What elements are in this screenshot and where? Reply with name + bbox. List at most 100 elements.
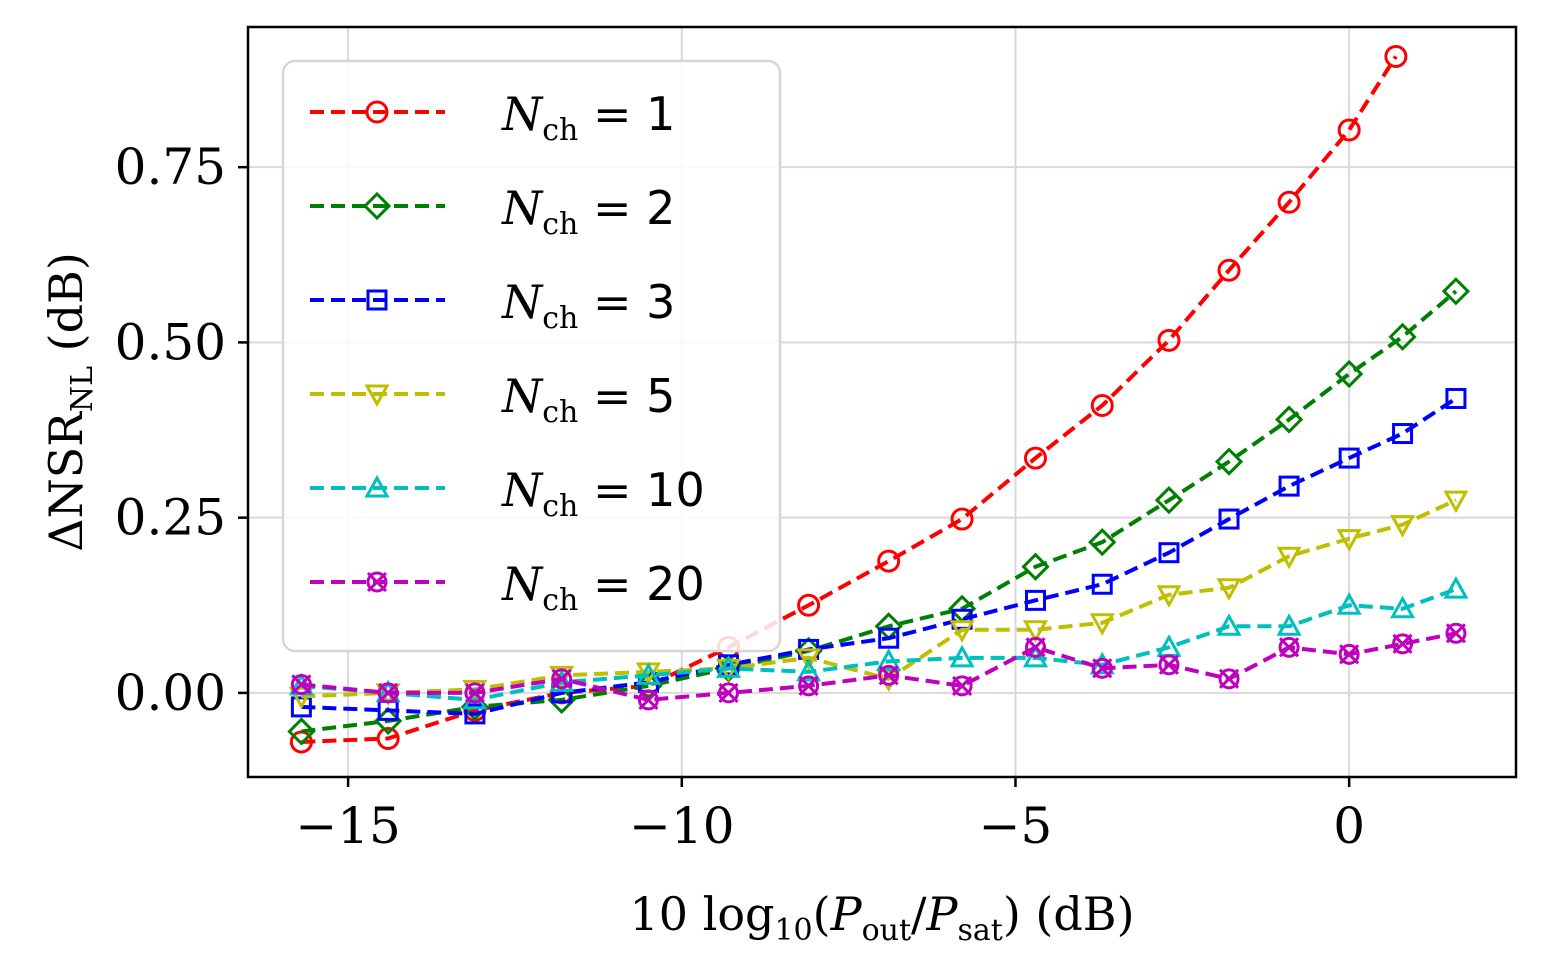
data-point xyxy=(1388,322,1417,351)
data-point xyxy=(1024,589,1046,611)
data-point xyxy=(1022,620,1049,643)
series-line xyxy=(301,631,1457,702)
x-tick-label: −15 xyxy=(295,797,401,855)
series-5 xyxy=(290,622,1467,711)
legend-entry: Nch = 3 xyxy=(310,275,675,336)
legend-marker xyxy=(366,571,388,593)
data-point xyxy=(1216,613,1242,636)
data-point xyxy=(1337,118,1361,142)
series-line xyxy=(301,498,1457,699)
data-point xyxy=(949,620,975,643)
data-point xyxy=(950,507,974,531)
legend-entry: Nch = 2 xyxy=(310,181,675,242)
legend-entry: Nch = 20 xyxy=(310,557,705,618)
data-point xyxy=(1389,595,1416,619)
data-point xyxy=(1158,542,1180,564)
series-line xyxy=(301,396,1458,716)
data-point xyxy=(1088,528,1117,557)
series-line xyxy=(301,587,1457,702)
data-point xyxy=(287,717,316,746)
data-point xyxy=(1091,657,1113,679)
legend-value: 5 xyxy=(646,369,675,423)
x-axis: −15 −10 −5 0 xyxy=(295,777,1365,855)
data-point xyxy=(796,658,822,682)
data-point xyxy=(1277,190,1301,214)
data-point xyxy=(635,662,661,685)
data-point xyxy=(1024,636,1046,658)
data-point xyxy=(549,665,575,689)
legend-value: 2 xyxy=(646,181,675,235)
data-point xyxy=(1157,328,1181,352)
legend-label: Nch = 3 xyxy=(501,275,675,336)
data-point xyxy=(1158,654,1180,676)
y-tick-label: 0.50 xyxy=(115,313,226,371)
data-point xyxy=(1022,644,1049,668)
data-point xyxy=(715,655,742,678)
data-point xyxy=(1441,277,1471,306)
legend-marker xyxy=(364,384,390,408)
series-layer xyxy=(287,44,1471,754)
data-point xyxy=(1389,515,1416,538)
data-point xyxy=(1156,585,1182,608)
legend-marker xyxy=(362,191,392,221)
legend-label: Nch = 2 xyxy=(501,181,675,242)
data-point xyxy=(1090,394,1114,418)
data-point xyxy=(1218,508,1240,530)
legend-value: 20 xyxy=(646,557,705,611)
data-point xyxy=(1384,44,1408,68)
data-point xyxy=(1023,446,1047,470)
legend-label: Nch = 10 xyxy=(501,463,705,524)
data-point xyxy=(1392,423,1414,445)
x-axis-label-prefix: 10 log xyxy=(629,887,774,941)
data-point xyxy=(464,703,486,725)
data-point xyxy=(1276,613,1302,636)
data-point xyxy=(1336,529,1362,552)
data-point xyxy=(718,682,740,704)
data-point xyxy=(464,682,486,704)
legend-entry: Nch = 10 xyxy=(310,463,705,524)
data-point xyxy=(1274,405,1304,434)
data-point xyxy=(1338,447,1360,469)
data-point xyxy=(1278,475,1300,497)
data-point xyxy=(878,627,900,649)
data-point xyxy=(1216,578,1242,601)
data-point xyxy=(797,593,821,617)
data-point xyxy=(1338,643,1360,665)
x-tick-label: −10 xyxy=(629,797,735,855)
data-point xyxy=(878,664,900,686)
legend-value: 10 xyxy=(646,463,705,517)
legend-label: Nch = 20 xyxy=(501,557,705,618)
y-tick-label: 0.00 xyxy=(115,664,226,722)
y-tick-label: 0.25 xyxy=(115,489,226,547)
data-point xyxy=(796,648,822,671)
data-point xyxy=(290,673,312,695)
data-point xyxy=(1021,552,1050,581)
data-point xyxy=(289,730,313,754)
legend-label: Nch = 5 xyxy=(501,369,675,430)
legend-marker xyxy=(365,100,389,124)
data-point xyxy=(1091,573,1113,595)
legend: Nch = 1 Nch = 2 Nch = 3 Nch = 5 Nch = 10 Nch … xyxy=(281,59,782,653)
data-point xyxy=(951,675,973,697)
plot-frame xyxy=(246,25,1518,779)
data-point xyxy=(1154,486,1184,515)
data-point xyxy=(1217,258,1241,282)
legend-marker xyxy=(366,289,388,311)
data-point xyxy=(876,648,902,671)
data-point xyxy=(1218,668,1240,690)
data-point xyxy=(1443,490,1469,514)
data-point xyxy=(1445,387,1467,409)
data-point xyxy=(1336,592,1362,615)
data-point xyxy=(1276,546,1302,570)
legend-value: 1 xyxy=(646,87,675,141)
x-axis-label-sub: 10 xyxy=(774,913,812,948)
data-point xyxy=(1089,613,1115,636)
x-axis-label: 10 log10(Pout/Psat) (dB) xyxy=(629,887,1134,948)
data-point xyxy=(288,686,314,710)
data-point xyxy=(1392,633,1414,655)
data-point xyxy=(1445,622,1467,644)
data-point xyxy=(798,675,820,697)
legend-label: Nch = 1 xyxy=(501,87,675,148)
data-point xyxy=(1214,447,1244,476)
data-point xyxy=(376,726,400,750)
